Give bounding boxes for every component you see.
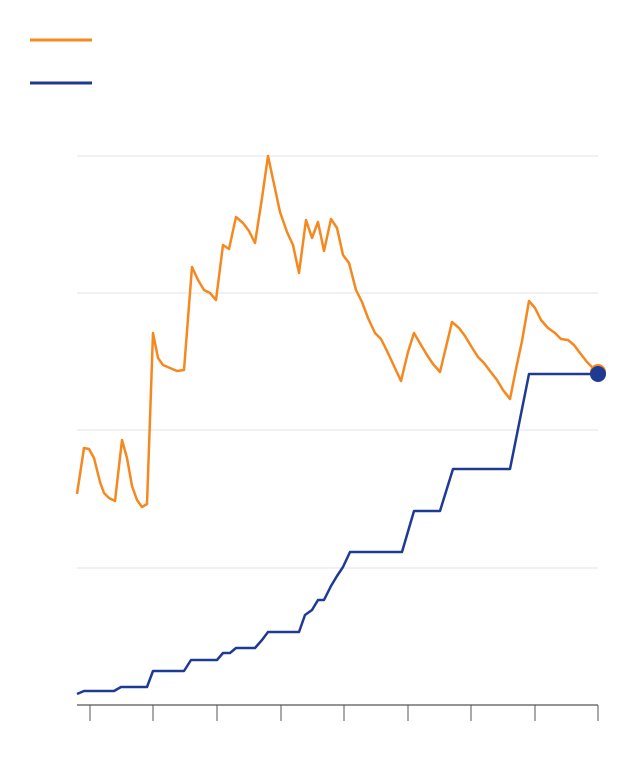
- series-line: [75, 154, 599, 509]
- end-marker: [590, 366, 606, 382]
- series-line: [76, 372, 598, 696]
